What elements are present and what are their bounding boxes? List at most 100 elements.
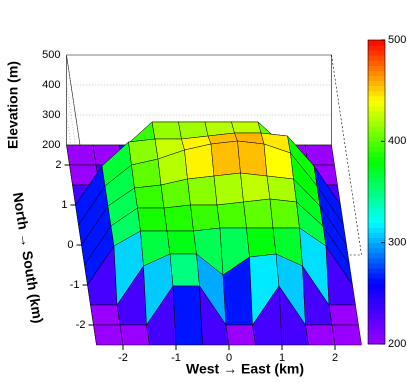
surface-cell (305, 324, 336, 346)
surface-cell (66, 144, 97, 166)
colorbar-segment (368, 181, 385, 188)
grid-line (66, 84, 332, 286)
colorbar-segment (368, 273, 385, 279)
x-tick-label: -2 (118, 352, 128, 364)
colorbar-segment (368, 100, 385, 107)
colorbar-segment (368, 283, 385, 289)
colorbar-segment (368, 212, 385, 218)
colorbar-segment (368, 40, 385, 46)
surface-cell (137, 207, 168, 232)
colorbar-segment (368, 110, 385, 117)
colorbar-segment (368, 151, 385, 158)
surface-cell (213, 172, 244, 206)
colorbar-segment (368, 288, 385, 294)
z-tick-label: 500 (42, 49, 60, 61)
colorbar-segment (368, 105, 385, 112)
colorbar-segment (368, 192, 385, 198)
colorbar-segment (368, 156, 385, 163)
colorbar-segment (368, 328, 385, 335)
colorbar-segment (368, 252, 385, 259)
colorbar-segment (368, 136, 385, 142)
colorbar-segment (368, 318, 385, 325)
colorbar-segment (368, 303, 385, 310)
surface-cell (266, 175, 297, 203)
surface-cell (231, 121, 262, 134)
surface-cell (246, 227, 277, 258)
surface-cell (328, 304, 359, 326)
colorbar-segment (368, 293, 385, 299)
z-tick-label: 200 (42, 139, 60, 151)
colorbar-frame (367, 39, 386, 345)
surface-cell (90, 304, 121, 326)
colorbar-segment (368, 116, 385, 122)
colorbar-segment (368, 308, 385, 315)
colorbar-segment (368, 197, 385, 203)
colorbar-segment (368, 268, 385, 274)
colorbar-segment (368, 50, 385, 56)
surface-cell (331, 324, 362, 346)
colorbar-segment (368, 60, 385, 66)
colorbar-segment (368, 222, 385, 228)
colorbar-segment (368, 141, 385, 147)
z-axis-title: Elevation (m) (5, 61, 21, 149)
colorbar-segment (368, 298, 385, 304)
colorbar-tick-label: 300 (388, 237, 406, 249)
colorbar-segment (368, 55, 385, 61)
colorbar-segment (368, 232, 385, 239)
surface-cell (151, 121, 182, 140)
x-tick-label: 2 (332, 352, 338, 364)
grid-line (66, 54, 332, 256)
x-axis-title: West → East (km) (186, 361, 304, 377)
y-tick-label: 2 (55, 159, 61, 171)
surface-cell (163, 204, 194, 232)
surface-cell (172, 285, 203, 346)
surface-cell (269, 198, 300, 229)
surface-cell (243, 198, 274, 229)
colorbar-segment (368, 45, 385, 51)
colorbar-segment (368, 207, 385, 213)
colorbar-segment (368, 166, 385, 173)
z-tick-label: 400 (42, 79, 60, 91)
y-tick-label: 1 (61, 199, 67, 211)
surface-cell (184, 143, 215, 180)
colorbar-segment (368, 146, 385, 152)
colorbar-segment (368, 262, 385, 269)
surface-cell (166, 230, 197, 255)
colorbar-segment (368, 70, 385, 76)
z-tick-label: 300 (42, 109, 60, 121)
colorbar-segment (368, 338, 385, 345)
surface-cell (190, 204, 221, 232)
y-axis-title: North → South (km) (10, 191, 46, 324)
colorbar-tick-label: 200 (388, 338, 406, 350)
x-tick-label: 0 (226, 352, 232, 364)
surface-cell (237, 140, 268, 177)
colorbar-segment (368, 90, 385, 97)
x-tick-label: -1 (171, 352, 181, 364)
colorbar-segment (368, 85, 385, 92)
colorbar-segment (368, 278, 385, 284)
colorbar-segment (368, 95, 385, 102)
colorbar-segment (368, 65, 385, 71)
colorbar-segment (368, 121, 385, 127)
colorbar-segment (368, 323, 385, 330)
colorbar-segment (368, 131, 385, 137)
colorbar-segment (368, 176, 385, 183)
grid-line (66, 114, 332, 316)
surface-cell (93, 324, 124, 346)
surface-cell (240, 172, 271, 203)
surface-cell (187, 175, 218, 206)
colorbar-tick-label: 500 (388, 34, 406, 46)
surface-cell (225, 324, 256, 346)
colorbar-segment (368, 75, 385, 82)
colorbar-segment (368, 257, 385, 264)
surface-cell (216, 201, 247, 229)
colorbar-segment (368, 161, 385, 168)
y-tick-label: -2 (76, 319, 86, 331)
surface-cell (210, 140, 241, 177)
y-tick-label: 0 (67, 239, 73, 251)
colorbar-segment (368, 247, 385, 254)
colorbar-segment (368, 80, 385, 87)
colorbar-segment (368, 217, 385, 223)
colorbar-segment (368, 333, 385, 340)
